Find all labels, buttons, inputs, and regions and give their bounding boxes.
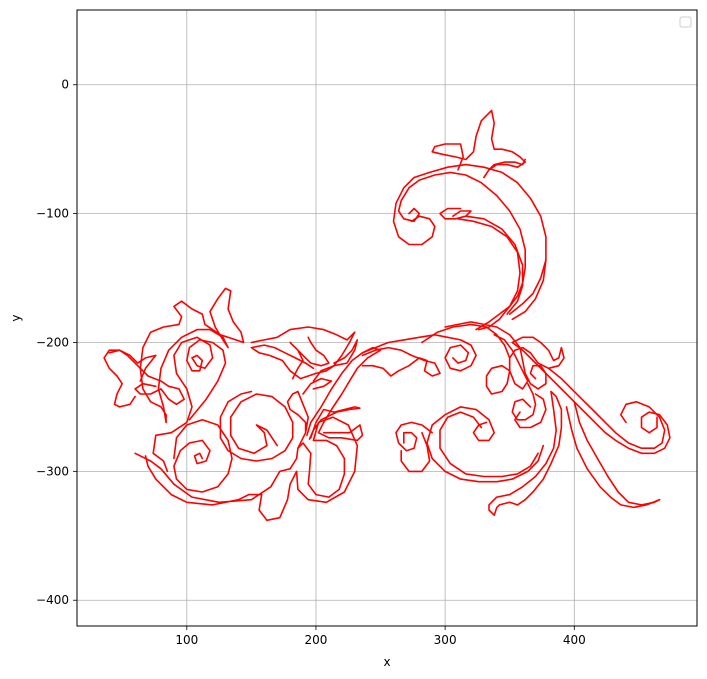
x-tick-label: 200 <box>305 633 328 647</box>
series-line <box>465 215 524 315</box>
series-line <box>426 406 545 483</box>
series-line <box>302 377 333 395</box>
series-line <box>108 349 157 382</box>
plot-area: 100 200 300 400 0 −100 −200 −300 −400 <box>36 9 698 647</box>
series-line <box>439 207 472 220</box>
series-line <box>139 287 245 424</box>
series-line <box>306 346 382 442</box>
series-line <box>134 416 359 522</box>
series-line <box>250 326 356 380</box>
series-line <box>547 367 666 449</box>
series-line <box>392 163 547 315</box>
series-line <box>511 259 547 321</box>
legend-box <box>679 16 692 28</box>
series-line <box>457 218 521 331</box>
series-line <box>397 171 526 331</box>
y-tick-label: −300 <box>36 464 69 478</box>
series-line <box>488 390 563 516</box>
series-line <box>511 341 671 455</box>
ticks: 100 200 300 400 0 −100 −200 −300 −400 <box>36 78 586 647</box>
series-line <box>152 336 227 473</box>
series-line <box>439 411 539 478</box>
series-line <box>219 390 294 462</box>
series-line <box>312 339 359 382</box>
series-line <box>173 419 233 493</box>
x-tick-label: 400 <box>563 633 586 647</box>
y-tick-label: −100 <box>36 207 69 221</box>
x-axis-label: x <box>383 655 390 669</box>
series-line <box>565 406 661 509</box>
series-line <box>431 109 526 179</box>
x-tick-label: 300 <box>434 633 457 647</box>
series-line <box>103 349 185 408</box>
series-line <box>308 406 361 440</box>
series-line <box>485 336 565 395</box>
series-line <box>511 382 537 421</box>
series-line <box>395 421 433 452</box>
series-line <box>400 431 431 473</box>
y-axis-label: y <box>9 314 23 321</box>
series-line <box>514 393 547 429</box>
series-layer <box>103 109 671 522</box>
axis-labels: x y <box>9 314 391 669</box>
series-line <box>289 336 330 380</box>
y-tick-label: −400 <box>36 593 69 607</box>
series-line <box>361 346 441 377</box>
series-line <box>286 390 309 449</box>
plot-frame <box>76 9 698 627</box>
grid <box>77 10 697 626</box>
series-line <box>361 334 477 372</box>
x-tick-label: 100 <box>175 633 198 647</box>
y-tick-label: 0 <box>61 78 69 92</box>
series-line <box>488 158 526 171</box>
y-tick-label: −200 <box>36 335 69 349</box>
